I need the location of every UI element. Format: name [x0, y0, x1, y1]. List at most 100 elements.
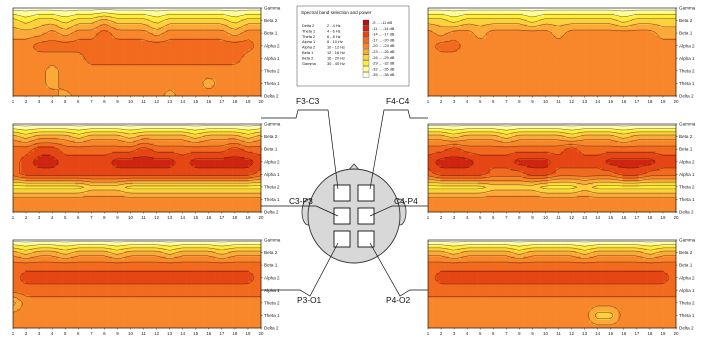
leader-line [261, 205, 339, 217]
head-diagram: F3-C3 F4-C4 C3-P3 C4-P4 P3-O1 P4-O2 [261, 96, 428, 305]
x-tick-label: 6 [492, 215, 495, 220]
legend-scale-label: -26 ... -29 dB [372, 55, 395, 60]
contour-lines [427, 9, 676, 53]
x-tick-label: 4 [466, 215, 469, 220]
x-tick-label: 8 [103, 99, 106, 104]
x-tick-label: 15 [608, 215, 613, 220]
legend-scale-label: -14 ... -17 dB [372, 32, 395, 37]
x-tick-label: 18 [647, 215, 652, 220]
legend-swatch [362, 37, 370, 43]
band-label: Alpha 2 [264, 275, 280, 280]
x-tick-label: 7 [90, 331, 93, 336]
x-tick-label: 6 [77, 99, 80, 104]
legend-band-range: 16 - 20 Hz [327, 55, 345, 60]
legend-band-name: Theta 2 [302, 34, 315, 39]
x-tick-label: 5 [479, 99, 482, 104]
legend-band-name: Theta 1 [302, 28, 315, 33]
x-tick-label: 12 [569, 215, 574, 220]
band-label: Gamma [264, 238, 281, 243]
panel-frame [427, 7, 677, 97]
x-tick-label: 10 [543, 215, 548, 220]
electrode-square-c3-p3 [333, 207, 351, 225]
band-label: Alpha 1 [264, 56, 280, 61]
x-tick-label: 2 [440, 331, 443, 336]
leader-line [261, 242, 339, 297]
band-label: Beta 1 [679, 263, 693, 268]
legend-scale-label: -23 ... -26 dB [372, 49, 395, 54]
legend-band-name: Alpha 1 [302, 39, 315, 44]
contour-lines [427, 125, 676, 198]
x-tick-label: 2 [25, 331, 28, 336]
band-label: Theta 2 [679, 184, 695, 189]
legend-scale-label: -32 ... -35 dB [372, 66, 395, 71]
panel-frame [12, 239, 262, 329]
panel-f3-c3: 1 2 3 4 5 6 7 8 9 10 11 12 13 14 15 16 17 18 19 20GammaBeta… [12, 6, 281, 104]
x-tick-label: 14 [180, 331, 185, 336]
leader-line [369, 242, 428, 297]
x-tick-label: 3 [38, 331, 41, 336]
x-tick-label: 17 [219, 215, 224, 220]
band-label: Alpha 1 [264, 288, 280, 293]
x-tick-label: 9 [116, 215, 119, 220]
x-tick-label: 7 [505, 215, 508, 220]
x-tick-label: 5 [479, 331, 482, 336]
panels-layer: 1 2 3 4 5 6 7 8 9 10 11 12 13 14 15 16 17 18 19 20GammaBeta… [12, 6, 696, 336]
legend-band-name: Beta 2 [302, 55, 313, 60]
band-label: Beta 1 [264, 31, 278, 36]
panel-p3-o1: 1 2 3 4 5 6 7 8 9 10 11 12 13 14 15 16 17 18 19 20GammaBeta… [12, 238, 281, 336]
x-tick-label: 15 [608, 99, 613, 104]
x-tick-label: 9 [531, 99, 534, 104]
leader-line [369, 109, 428, 190]
x-tick-label: 3 [38, 215, 41, 220]
x-tick-label: 8 [103, 215, 106, 220]
x-tick-label: 6 [492, 331, 495, 336]
contour-lines [12, 125, 262, 198]
legend-band-name: Beta 1 [302, 50, 313, 55]
x-tick-label: 15 [193, 99, 198, 104]
x-tick-label: 16 [621, 215, 626, 220]
x-tick-label: 10 [128, 99, 133, 104]
band-label: Beta 2 [264, 250, 278, 255]
contour-fill [428, 8, 677, 97]
x-tick-label: 5 [64, 215, 67, 220]
x-tick-label: 15 [608, 331, 613, 336]
band-label: Theta 2 [264, 68, 280, 73]
x-tick-label: 13 [582, 99, 587, 104]
x-tick-label: 1 [12, 331, 15, 336]
x-tick-label: 12 [569, 331, 574, 336]
band-label: Theta 1 [264, 197, 280, 202]
x-tick-label: 6 [77, 215, 80, 220]
legend-swatch [362, 31, 370, 37]
x-tick-label: 8 [518, 331, 521, 336]
x-tick-label: 11 [556, 215, 561, 220]
x-tick-label: 17 [219, 331, 224, 336]
x-tick-label: 14 [180, 99, 185, 104]
x-tick-label: 18 [647, 331, 652, 336]
x-tick-label: 1 [427, 99, 430, 104]
x-tick-label: 3 [453, 99, 456, 104]
x-tick-label: 2 [25, 215, 28, 220]
x-tick-label: 8 [518, 215, 521, 220]
band-label: Delta 2 [679, 210, 694, 215]
band-label: Alpha 2 [264, 159, 280, 164]
band-label: Theta 1 [679, 81, 695, 86]
x-tick-label: 11 [141, 99, 146, 104]
panel-f4-c4: 1 2 3 4 5 6 7 8 9 10 11 12 13 14 15 16 17 18 19 20GammaBeta… [427, 6, 696, 104]
x-tick-label: 8 [103, 331, 106, 336]
band-label: Theta 2 [679, 68, 695, 73]
x-tick-label: 1 [12, 99, 15, 104]
panel-frame [427, 239, 677, 329]
x-tick-label: 16 [621, 331, 626, 336]
x-tick-label: 11 [556, 99, 561, 104]
x-tick-label: 19 [246, 99, 251, 104]
x-tick-label: 7 [90, 99, 93, 104]
contour-fill [428, 124, 677, 213]
legend-swatch [362, 48, 370, 55]
x-tick-label: 16 [621, 99, 626, 104]
x-tick-label: 17 [634, 215, 639, 220]
band-label: Beta 2 [679, 250, 693, 255]
band-label: Gamma [679, 6, 696, 11]
legend-scale-label: -29 ... -32 dB [372, 61, 395, 66]
x-tick-label: 12 [154, 215, 159, 220]
